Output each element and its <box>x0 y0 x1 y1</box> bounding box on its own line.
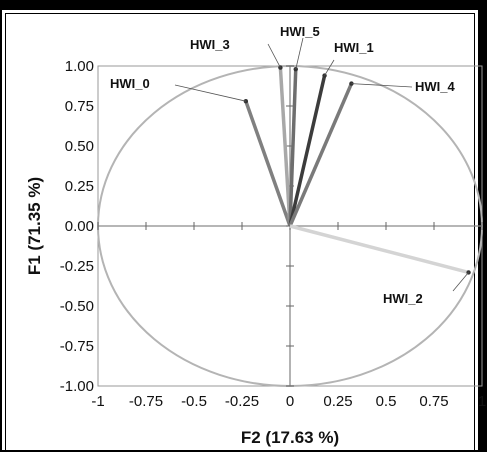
label-leader-hwi-2 <box>452 272 469 292</box>
vector-label-hwi-3: HWI_3 <box>190 37 230 52</box>
y-tick-label: 0.75 <box>65 98 94 115</box>
figure-inner-border <box>5 13 475 450</box>
vector-hwi-1 <box>288 75 327 227</box>
vector-hwi-2 <box>289 224 470 275</box>
x-tick-label: -0.75 <box>129 393 163 410</box>
y-axis-ticks: 1.00 0.75 0.50 0.25 0.00 -0.25 -0.50 -0.75 -1.00 <box>60 58 294 395</box>
y-tick-label: 0.50 <box>65 138 94 155</box>
y-axis-title: F1 (71.35 %) <box>25 177 44 275</box>
label-leader-hwi-4 <box>351 83 413 88</box>
vectors <box>243 65 471 275</box>
vector-hwi-3 <box>278 67 292 227</box>
label-leader-hwi-1 <box>324 59 335 76</box>
vector-hwi-0 <box>244 100 292 227</box>
vector-hwi-5 <box>288 69 298 227</box>
vector-label-hwi-4: HWI_4 <box>415 79 456 94</box>
label-leader-hwi-5 <box>295 37 304 70</box>
y-tick-label: -1.00 <box>60 378 94 395</box>
vector-label-hwi-1: HWI_1 <box>334 40 374 55</box>
x-tick-label: 0.25 <box>323 393 352 410</box>
y-tick-label: -0.50 <box>60 298 94 315</box>
label-leader-hwi-0 <box>174 84 246 102</box>
label-leader-hwi-3 <box>267 43 281 68</box>
y-tick-label: 0.00 <box>65 218 94 235</box>
x-axis-title: F2 (17.63 %) <box>241 428 339 447</box>
vector-label-hwi-2: HWI_2 <box>383 291 423 306</box>
vector-labels: HWI_0 HWI_3 HWI_5 HWI_1 HWI_4 HWI_2 <box>110 24 469 306</box>
x-tick-label: 0.75 <box>419 393 448 410</box>
y-tick-label: 1.00 <box>65 58 94 75</box>
x-tick-label: 1 <box>478 393 486 410</box>
x-tick-label: 0 <box>286 393 294 410</box>
x-tick-label: -1 <box>91 393 104 410</box>
vector-hwi-4 <box>288 82 354 227</box>
y-tick-label: -0.25 <box>60 258 94 275</box>
vector-label-hwi-5: HWI_5 <box>280 24 320 39</box>
x-tick-label: 0.5 <box>376 393 397 410</box>
x-tick-label: -0.5 <box>181 393 207 410</box>
vector-tip-hwi-1 <box>322 73 327 78</box>
x-axis-ticks: -1 -0.75 -0.5 -0.25 0 0.25 0.5 0.75 1 <box>91 222 486 410</box>
vector-label-hwi-0: HWI_0 <box>110 76 150 91</box>
y-tick-label: 0.25 <box>65 178 94 195</box>
y-tick-label: -0.75 <box>60 338 94 355</box>
x-tick-label: -0.25 <box>225 393 259 410</box>
